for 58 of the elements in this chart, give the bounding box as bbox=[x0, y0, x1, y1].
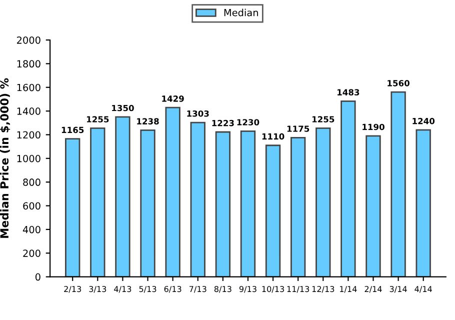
data-label: 1560 bbox=[388, 80, 410, 86]
bar bbox=[65, 138, 80, 277]
bar bbox=[416, 129, 431, 277]
bar bbox=[240, 130, 256, 277]
bar bbox=[215, 131, 231, 277]
x-tick-label: 5/13 bbox=[139, 286, 156, 293]
y-tick-label: 600 bbox=[23, 202, 40, 210]
y-tick-label: 200 bbox=[23, 250, 40, 257]
x-tick-label: 2/14 bbox=[364, 286, 382, 293]
x-tick-label: 6/13 bbox=[164, 286, 182, 293]
y-axis-title: Median Price (in $,000) % bbox=[0, 78, 10, 238]
bar bbox=[316, 128, 331, 277]
y-tick-label: 1600 bbox=[17, 84, 40, 92]
bar bbox=[115, 116, 130, 277]
bar bbox=[366, 135, 381, 277]
x-tick-label: 1/14 bbox=[340, 286, 357, 293]
x-tick-label: 2/13 bbox=[64, 286, 81, 293]
y-tick-label: 1000 bbox=[17, 154, 40, 162]
data-label: 1255 bbox=[86, 116, 109, 122]
data-label: 1429 bbox=[162, 96, 184, 102]
bar bbox=[265, 144, 281, 277]
x-tick-label: 10/13 bbox=[262, 286, 284, 293]
data-label: 1255 bbox=[312, 116, 334, 122]
x-tick-label: 4/13 bbox=[114, 286, 132, 293]
bar bbox=[90, 128, 106, 277]
data-label: 1223 bbox=[212, 120, 234, 126]
bar bbox=[140, 130, 156, 277]
x-tick-label: 8/13 bbox=[214, 286, 232, 293]
x-tick-label: 11/13 bbox=[287, 286, 310, 293]
x-tick-label: 4/14 bbox=[414, 286, 432, 293]
y-tick-label: 400 bbox=[22, 226, 40, 234]
bar bbox=[340, 100, 356, 277]
bar bbox=[390, 91, 406, 277]
data-label: 1483 bbox=[338, 89, 360, 96]
legend-label: Median bbox=[224, 8, 258, 16]
y-tick-label: 0 bbox=[35, 273, 40, 281]
x-tick-label: 9/13 bbox=[239, 286, 256, 293]
x-tick-label: 12/13 bbox=[312, 286, 334, 293]
y-tick-label: 800 bbox=[23, 178, 40, 186]
x-tick-label: 7/13 bbox=[189, 286, 206, 293]
data-label: 1165 bbox=[62, 126, 84, 134]
y-tick-label: 1200 bbox=[17, 131, 40, 139]
bar bbox=[290, 136, 306, 277]
data-label: 1110 bbox=[262, 133, 284, 140]
bar bbox=[190, 122, 206, 277]
data-label: 1303 bbox=[187, 110, 209, 117]
y-tick-label: 1400 bbox=[17, 108, 40, 115]
data-label: 1240 bbox=[412, 118, 435, 124]
data-label: 1175 bbox=[287, 126, 310, 132]
bar bbox=[165, 106, 180, 277]
data-label: 1238 bbox=[137, 118, 159, 124]
x-tick-label: 3/13 bbox=[89, 286, 106, 293]
data-label: 1190 bbox=[362, 124, 384, 130]
data-label: 1350 bbox=[112, 104, 134, 112]
x-tick-label: 3/14 bbox=[390, 286, 407, 293]
data-label: 1230 bbox=[237, 119, 260, 126]
y-tick-label: 1800 bbox=[17, 60, 40, 68]
y-tick-label: 2000 bbox=[16, 36, 40, 44]
